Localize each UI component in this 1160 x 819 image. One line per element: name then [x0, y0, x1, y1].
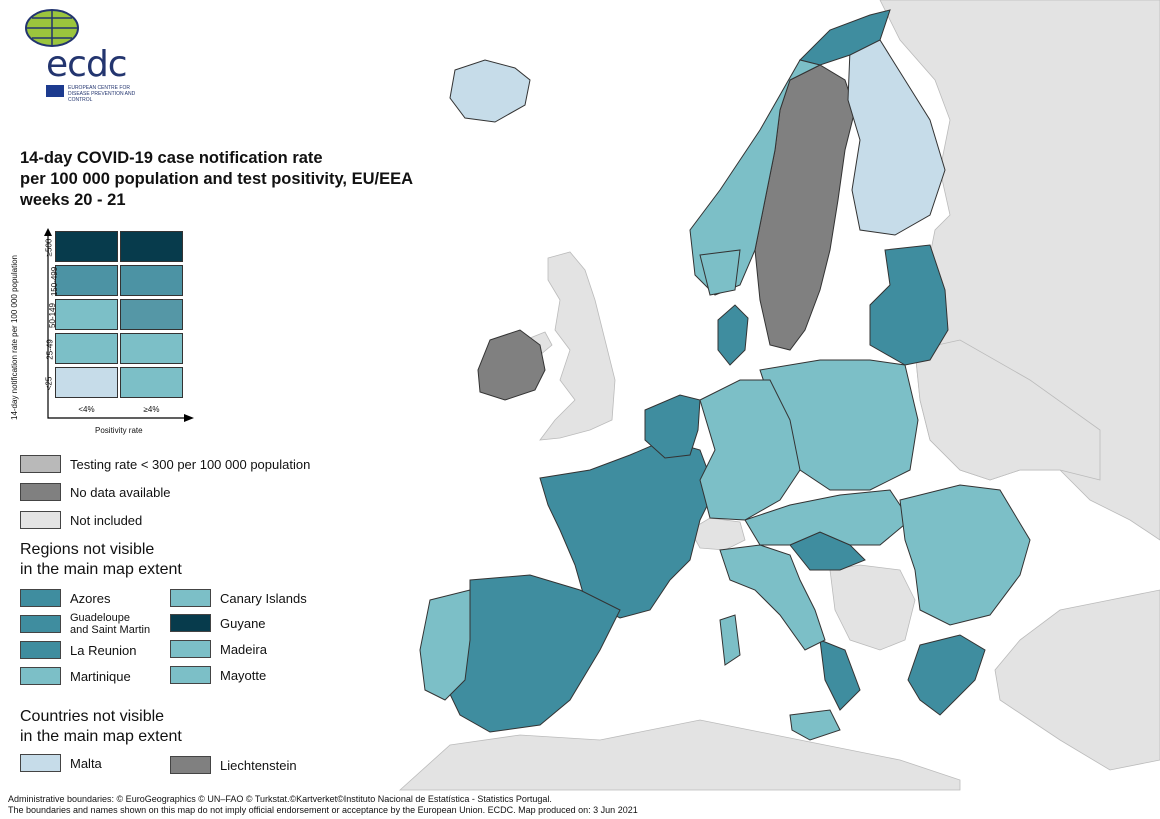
ecdc-logo: [22, 6, 142, 106]
norway-north: [799, 9, 891, 66]
countries-legend-heading: Countries not visible in the main map ex…: [20, 708, 182, 745]
matrix-y-label: 14-day notification rate per 100 000 pop…: [10, 254, 19, 420]
matrix-cell: [55, 265, 118, 296]
legend-no-data-label: No data available: [70, 484, 171, 500]
sweden: [754, 64, 856, 351]
legend-guyane: Guyane: [170, 614, 266, 632]
turkey-region: [994, 589, 1160, 771]
legend-not-included-swatch: [20, 511, 61, 529]
footer: Administrative boundaries: © EuroGeograp…: [8, 794, 638, 816]
denmark: [717, 304, 749, 366]
title-line-1: 14-day COVID-19 case notification rate: [20, 149, 323, 167]
light-countries: [449, 39, 946, 236]
matrix-x-tick-high: ≥4%: [143, 405, 160, 414]
globe-icon: [25, 9, 79, 47]
matrix-cell: [55, 333, 118, 364]
legend-no-data-swatch: [20, 483, 61, 501]
legend-no-data: No data available: [20, 483, 170, 501]
legend-canary-islands-swatch: [170, 589, 211, 607]
matrix-cell: [55, 231, 118, 262]
sicily: [789, 709, 841, 741]
finland: [847, 39, 946, 236]
logo-text: ecdc: [46, 44, 128, 85]
legend-liechtenstein: Liechtenstein: [170, 756, 297, 774]
matrix-cell: [55, 367, 118, 398]
uk-region: [539, 251, 616, 441]
legend-malta-swatch: [20, 754, 61, 772]
no-data-countries: [477, 64, 856, 401]
mid-countries: [419, 59, 1031, 741]
legend-madeira-swatch: [170, 640, 211, 658]
legend-azores: Azores: [20, 589, 110, 607]
footer-line-2: The boundaries and names shown on this m…: [8, 805, 638, 815]
title-line-3: weeks 20 - 21: [20, 191, 126, 209]
balkans-region: [829, 564, 916, 651]
iceland: [449, 59, 531, 123]
regions-legend-heading: Regions not visible in the main map exte…: [20, 541, 182, 578]
southern-italy: [819, 639, 861, 711]
france: [539, 439, 716, 619]
dark-countries: [447, 9, 986, 733]
southern-sweden-coast: [699, 249, 741, 296]
sardinia: [719, 614, 741, 666]
legend-not-included-label: Not included: [70, 512, 143, 528]
matrix-x-tick-low: <4%: [78, 405, 95, 414]
matrix-cell: [120, 299, 183, 330]
legend-martinique-swatch: [20, 667, 61, 685]
legend-testing-rate: Testing rate < 300 per 100 000 populatio…: [20, 455, 310, 473]
romania-bulgaria: [899, 484, 1031, 626]
matrix-cell: [120, 231, 183, 262]
matrix-cell: [120, 265, 183, 296]
austria-hungary-czechia: [744, 489, 911, 546]
legend-mayotte: Mayotte: [170, 666, 266, 684]
estonia-latvia-lithuania: [869, 244, 949, 366]
not-included-land: [398, 0, 1160, 791]
legend-azores-swatch: [20, 589, 61, 607]
title-line-2: per 100 000 population and test positivi…: [20, 170, 414, 188]
legend-guadeloupe-swatch: [20, 615, 61, 633]
legend-canary-islands: Canary Islands: [170, 589, 307, 607]
greece: [907, 634, 986, 716]
legend-testing-rate-swatch: [20, 455, 61, 473]
matrix-cell: [120, 367, 183, 398]
portugal: [419, 589, 471, 701]
logo-subtitle: EUROPEAN CENTRE FOR DISEASE PREVENTION A…: [68, 85, 136, 103]
belarus-ukraine-region: [914, 339, 1101, 481]
norway: [689, 59, 822, 296]
matrix-cell: [120, 333, 183, 364]
netherlands-belgium: [644, 394, 701, 459]
north-africa-region: [398, 719, 961, 791]
ireland: [477, 329, 546, 401]
matrix-cell: [55, 299, 118, 330]
matrix-axes: [44, 228, 194, 422]
legend-testing-rate-label: Testing rate < 300 per 100 000 populatio…: [70, 456, 311, 472]
legend-mayotte-swatch: [170, 666, 211, 684]
legend-madeira: Madeira: [170, 640, 267, 658]
italy-north: [719, 544, 826, 651]
legend-guyane-swatch: [170, 614, 211, 632]
legend-la-reunion: La Reunion: [20, 641, 137, 659]
map-title: 14-day COVID-19 case notification rate p…: [20, 148, 413, 211]
legend-la-reunion-swatch: [20, 641, 61, 659]
germany: [699, 379, 801, 521]
legend-not-included: Not included: [20, 511, 142, 529]
eu-flag-icon: [46, 85, 64, 97]
legend-martinique: Martinique: [20, 667, 131, 685]
legend-liechtenstein-swatch: [170, 756, 211, 774]
footer-line-1: Administrative boundaries: © EuroGeograp…: [8, 794, 552, 804]
legend-malta: Malta: [20, 754, 102, 772]
legend-guadeloupe: Guadeloupe and Saint Martin: [20, 612, 150, 636]
spain: [447, 574, 621, 733]
matrix-x-label: Positivity rate: [95, 426, 143, 435]
